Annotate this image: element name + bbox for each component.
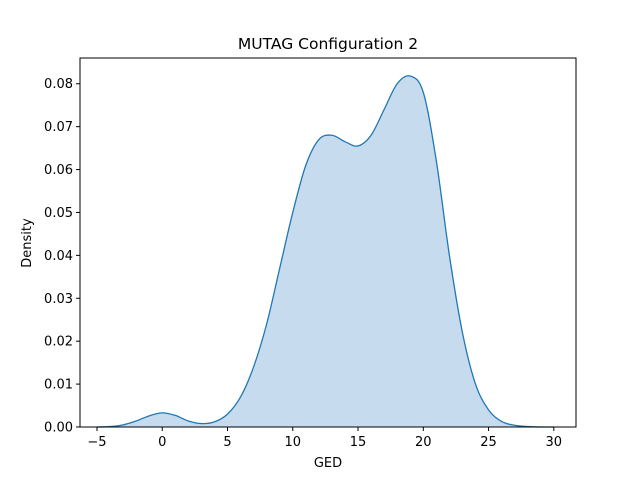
chart-title: MUTAG Configuration 2 xyxy=(238,35,418,53)
y-tick-label: 0.08 xyxy=(44,77,73,92)
y-tick-label: 0.02 xyxy=(44,335,73,350)
x-tick-label: 25 xyxy=(480,435,497,450)
y-axis-label: Density xyxy=(20,218,35,268)
y-tick-label: 0.07 xyxy=(44,120,73,135)
y-tick-label: 0.03 xyxy=(44,292,73,307)
y-tick-label: 0.05 xyxy=(44,206,73,221)
y-tick-label: 0.04 xyxy=(44,249,73,264)
x-tick-label: 10 xyxy=(284,435,301,450)
x-axis-label: GED xyxy=(314,456,342,471)
x-tick-label: 5 xyxy=(223,435,231,450)
x-tick-label: −5 xyxy=(87,435,106,450)
y-tick-label: 0.06 xyxy=(44,163,73,178)
density-curve-line xyxy=(96,75,554,428)
y-tick-label: 0.01 xyxy=(44,378,73,393)
x-tick-label: 20 xyxy=(415,435,432,450)
x-tick-label: 0 xyxy=(158,435,166,450)
plot-frame xyxy=(79,57,577,428)
x-tick-label: 15 xyxy=(350,435,367,450)
density-fill-area xyxy=(96,75,554,428)
y-tick-label: 0.00 xyxy=(44,421,73,436)
x-tick-label: 30 xyxy=(546,435,563,450)
